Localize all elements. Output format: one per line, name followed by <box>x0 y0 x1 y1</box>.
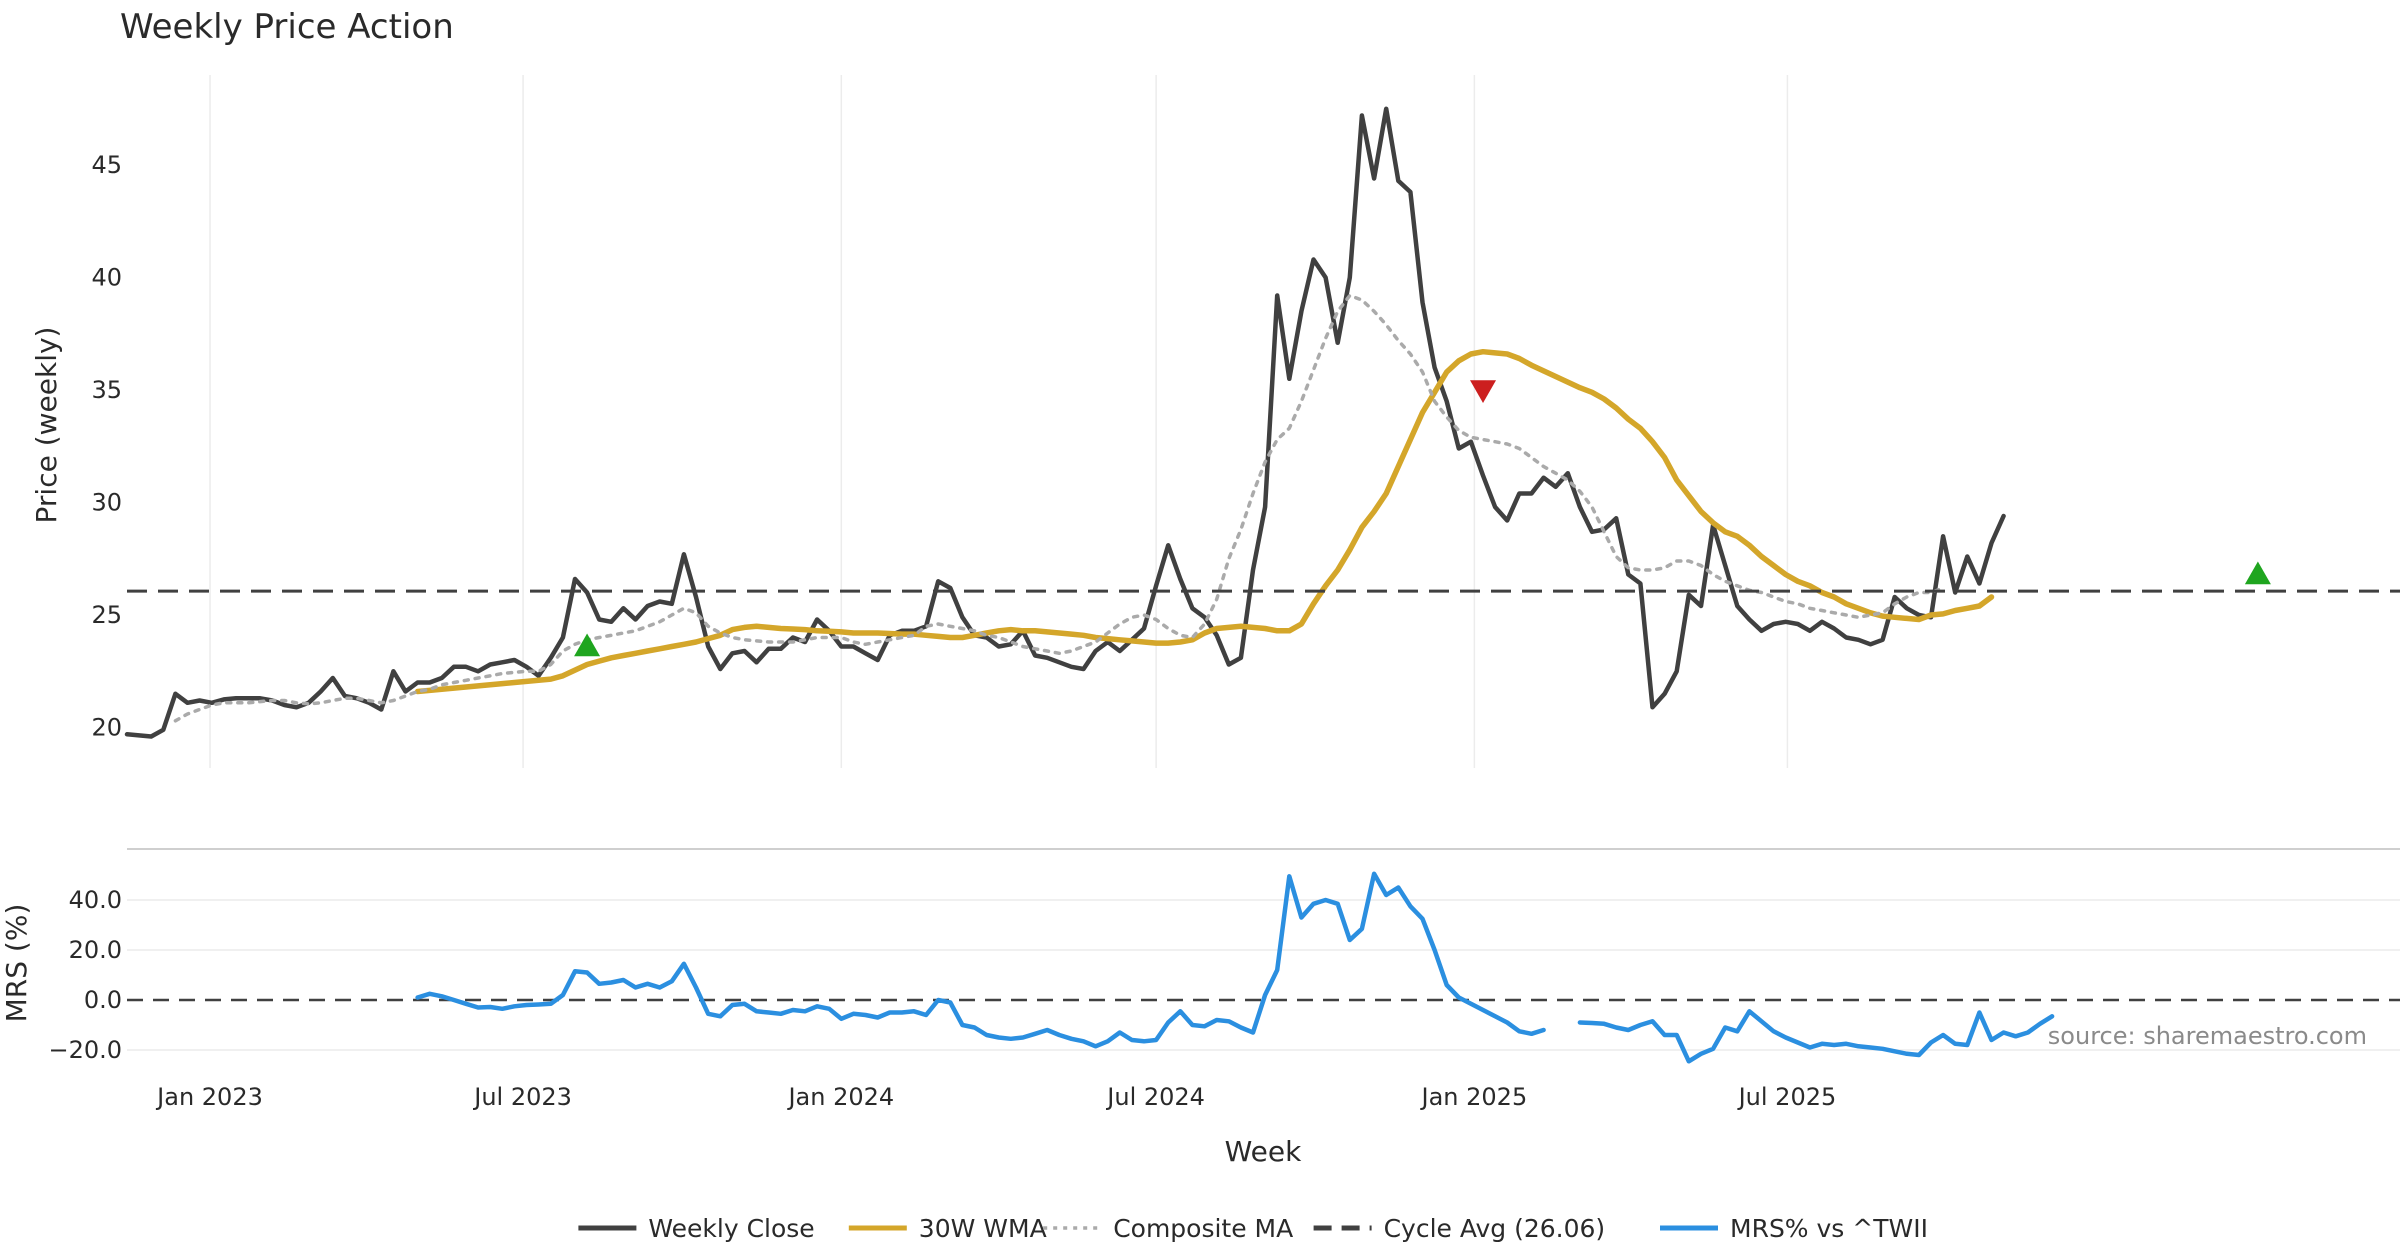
legend-item-weekly-close: Weekly Close <box>578 1214 815 1243</box>
signal-markers <box>574 380 2271 657</box>
price-y-tick: 35 <box>91 376 122 404</box>
legend-label-weekly-close: Weekly Close <box>648 1214 814 1243</box>
mrs-series <box>415 871 2055 1064</box>
legend-label-composite-ma: Composite MA <box>1113 1214 1293 1243</box>
price-y-tick: 40 <box>91 264 122 292</box>
mrs-y-ticks: −20.0 0.0 20.0 40.0 <box>48 886 122 1064</box>
legend-item-composite-ma: Composite MA <box>1043 1214 1293 1243</box>
price-y-ticks: 20 25 30 35 40 45 <box>91 151 122 742</box>
legend-item-mrs-vs-twii: MRS% vs ^TWII <box>1660 1214 1928 1243</box>
legend-label-cycle-avg-26-06: Cycle Avg (26.06) <box>1384 1214 1606 1243</box>
price-y-tick: 25 <box>91 601 122 629</box>
series-mrs-vs-twii-segment-2 <box>1577 1009 2055 1064</box>
chart-title: Weekly Price Action <box>120 7 454 47</box>
x-tick-jul-2024: Jul 2024 <box>1105 1083 1205 1111</box>
series-30w-wma <box>414 348 1995 695</box>
price-y-axis-label: Price (weekly) <box>30 327 63 524</box>
mrs-y-tick: 0.0 <box>84 986 122 1014</box>
x-axis-ticks: Jan 2023 Jul 2023 Jan 2024 Jul 2024 Jan 2025… <box>155 1083 1836 1111</box>
legend-item-cycle-avg-26-06: Cycle Avg (26.06) <box>1313 1214 1606 1243</box>
source-note: source: sharemaestro.com <box>2048 1022 2367 1050</box>
x-tick-jan-2024: Jan 2024 <box>786 1083 894 1111</box>
price-series <box>124 106 2400 739</box>
series-composite-ma <box>173 293 1945 723</box>
buy-signal-marker <box>574 633 601 657</box>
x-tick-jul-2025: Jul 2025 <box>1737 1083 1837 1111</box>
sell-signal-marker <box>1470 380 1497 403</box>
mrs-grid <box>127 899 2400 1051</box>
series-mrs-vs-twii-segment-1 <box>415 871 1546 1049</box>
price-grid <box>209 75 1789 768</box>
x-tick-jan-2023: Jan 2023 <box>155 1083 263 1111</box>
legend-label-mrs-vs-twii: MRS% vs ^TWII <box>1730 1214 1928 1243</box>
price-y-tick: 20 <box>91 714 122 742</box>
mrs-y-tick: 20.0 <box>69 936 122 964</box>
price-y-tick: 30 <box>91 489 122 517</box>
series-weekly-close <box>124 106 2006 739</box>
legend: Weekly Close 30W WMA Composite MA Cycle Avg… <box>578 1214 1928 1243</box>
mrs-y-tick: 40.0 <box>69 886 122 914</box>
legend-label-30w-wma: 30W WMA <box>919 1214 1047 1243</box>
mrs-y-tick: −20.0 <box>48 1036 122 1064</box>
x-tick-jan-2025: Jan 2025 <box>1420 1083 1528 1111</box>
legend-item-30w-wma: 30W WMA <box>848 1214 1047 1243</box>
mrs-y-axis-label: MRS (%) <box>0 904 33 1023</box>
x-axis-label: Week <box>1225 1135 1302 1168</box>
x-tick-jul-2023: Jul 2023 <box>472 1083 572 1111</box>
buy-signal-marker <box>2244 561 2271 585</box>
price-y-tick: 45 <box>91 151 122 179</box>
